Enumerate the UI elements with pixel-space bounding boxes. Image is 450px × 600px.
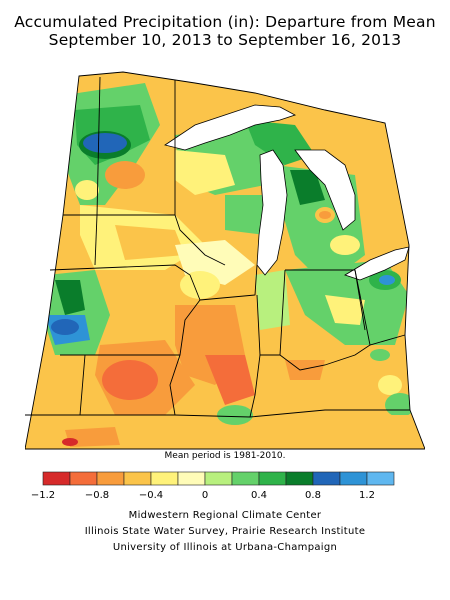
legend-bin [177, 471, 206, 486]
legend-bin [96, 471, 125, 486]
legend-bin [204, 471, 233, 486]
credit-uiuc: University of Illinois at Urbana-Champai… [112, 542, 338, 553]
legend-bin [285, 471, 314, 486]
state-borders [25, 71, 425, 450]
lake-huron [294, 149, 356, 231]
color-legend: −1.2 −0.8 −0.4 0 0.4 0.8 1.2 [31, 471, 395, 501]
legend-label: 0 [202, 490, 208, 501]
mean-period-note: Mean period is 1981-2010. [164, 451, 286, 461]
legend-label: 0.4 [251, 490, 267, 501]
legend-bin [69, 471, 98, 486]
legend-bin [339, 471, 368, 486]
legend-label: 0.8 [305, 490, 321, 501]
legend-bin [312, 471, 341, 486]
legend-label: 1.2 [359, 490, 375, 501]
credit-isws: Illinois State Water Survey, Prairie Res… [84, 526, 366, 537]
legend-label: −0.8 [85, 490, 109, 501]
lake-michigan [256, 149, 288, 276]
legend-bin [123, 471, 152, 486]
credit-mrcc: Midwestern Regional Climate Center [128, 510, 322, 521]
legend-bin [150, 471, 179, 486]
map-date-range: September 10, 2013 to September 16, 2013 [48, 31, 402, 49]
legend-bin [42, 471, 71, 486]
legend-bin [366, 471, 395, 486]
canada-area [79, 55, 425, 123]
lake-erie [344, 246, 410, 281]
precipitation-departure-map [25, 55, 425, 450]
legend-label: −0.4 [139, 490, 163, 501]
legend-bin [258, 471, 287, 486]
lake-superior [164, 104, 297, 151]
legend-bin [231, 471, 260, 486]
legend-label: −1.2 [31, 490, 55, 501]
map-title: Accumulated Precipitation (in): Departur… [14, 13, 436, 31]
